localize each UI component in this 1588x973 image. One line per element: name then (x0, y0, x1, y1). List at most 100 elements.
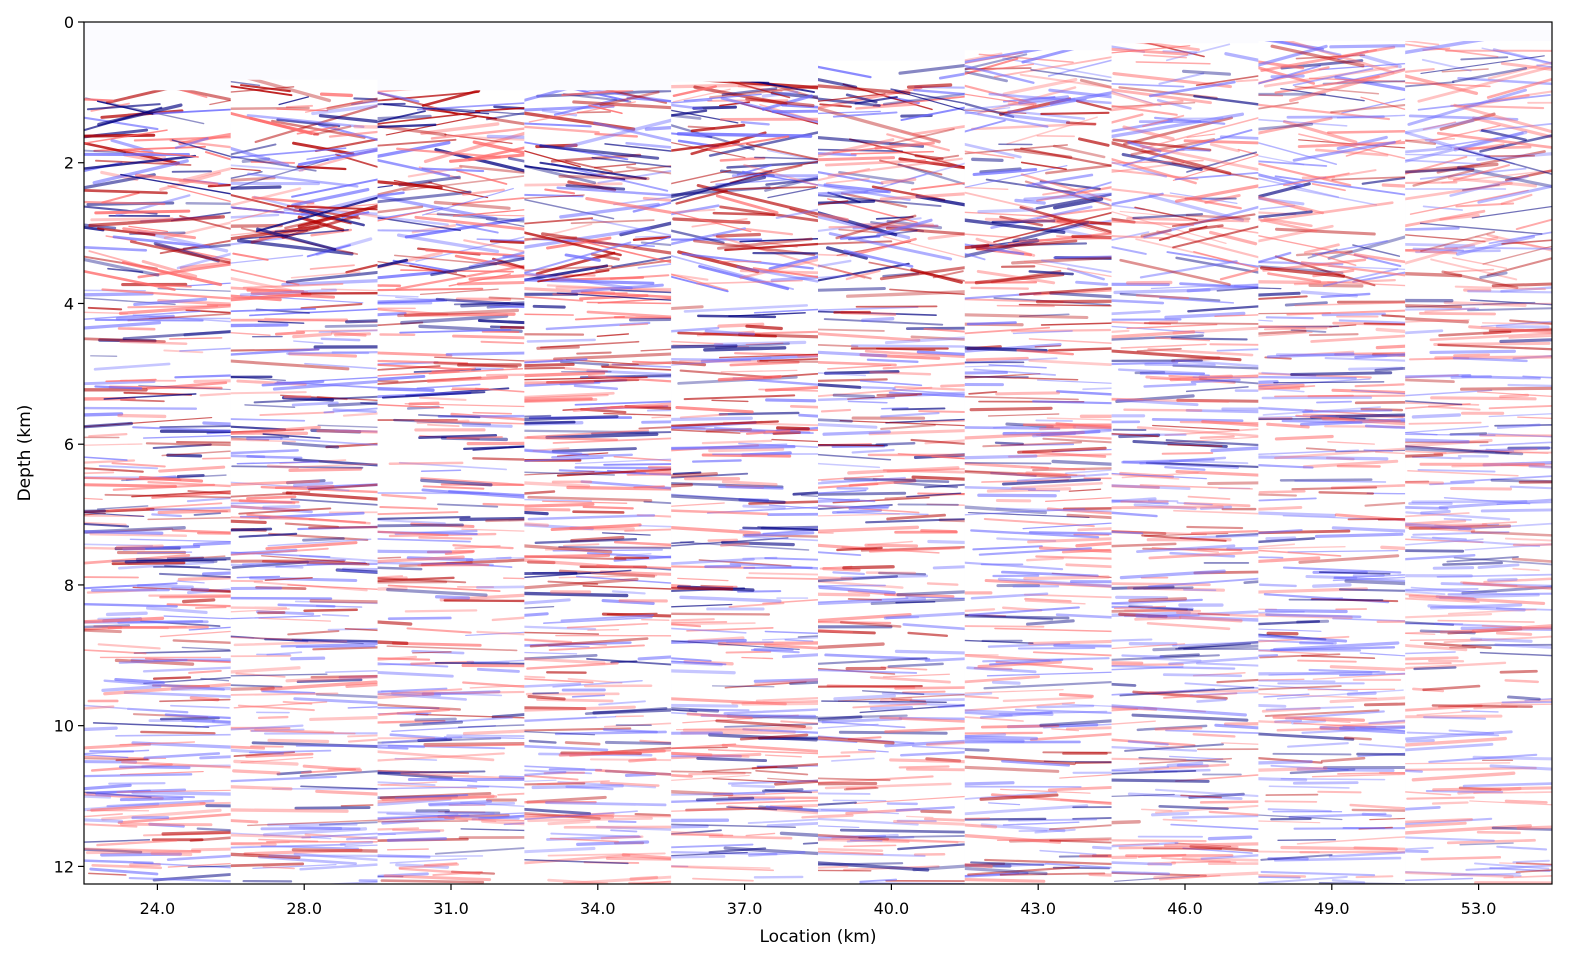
reflector-stroke (1512, 859, 1550, 864)
reflector-stroke (1375, 451, 1406, 455)
reflector-stroke (846, 836, 915, 843)
reflector-stroke (1119, 686, 1255, 697)
reflector-stroke (696, 279, 803, 285)
reflector-stroke (1172, 364, 1259, 370)
reflector-stroke (967, 865, 1080, 876)
reflector-stroke (1308, 77, 1406, 83)
reflector-stroke (524, 675, 546, 679)
reflector-stroke (1405, 329, 1444, 335)
reflector-stroke (117, 620, 204, 624)
reflector-stroke (1122, 125, 1175, 141)
reflector-stroke (536, 345, 580, 350)
reflector-stroke (326, 97, 378, 111)
reflector-stroke (527, 695, 566, 701)
reflector-stroke (1522, 375, 1552, 379)
reflector-stroke (397, 308, 520, 318)
reflector-stroke (1258, 386, 1301, 390)
reflector-stroke (1169, 459, 1249, 465)
reflector-stroke (264, 577, 313, 581)
reflector-stroke (584, 706, 668, 715)
reflector-stroke (818, 200, 849, 206)
reflector-stroke (1487, 61, 1552, 80)
reflector-stroke (1168, 755, 1224, 760)
reflector-stroke (789, 680, 819, 685)
reflector-stroke (1381, 183, 1406, 188)
reflector-stroke (906, 83, 953, 89)
reflector-stroke (1485, 449, 1549, 455)
reflector-stroke (437, 503, 499, 508)
reflector-stroke (230, 307, 317, 313)
reflector-stroke (772, 431, 801, 436)
reflector-stroke (593, 121, 672, 143)
reflector-stroke (404, 403, 525, 408)
reflector-stroke (1329, 324, 1357, 328)
reflector-stroke (230, 439, 296, 443)
reflector-stroke (1002, 77, 1078, 96)
reflector-stroke (298, 147, 378, 172)
reflector-stroke (818, 612, 912, 623)
reflector-stroke (503, 822, 525, 826)
reflector-stroke (1065, 121, 1097, 126)
reflector-stroke (671, 99, 713, 104)
reflector-stroke (377, 91, 480, 102)
reflector-stroke (524, 846, 596, 854)
reflector-stroke (230, 254, 304, 264)
reflector-stroke (671, 669, 736, 675)
reflector-stroke (450, 870, 496, 875)
reflector-stroke (547, 820, 591, 826)
reflector-stroke (698, 264, 790, 291)
reflector-stroke (1368, 419, 1401, 422)
reflector-stroke (377, 750, 495, 762)
reflector-stroke (1173, 509, 1259, 515)
reflector-stroke (254, 728, 335, 734)
reflector-stroke (233, 640, 348, 647)
reflector-stroke (1464, 543, 1552, 551)
reflector-stroke (1422, 684, 1481, 692)
reflector-stroke (1258, 703, 1287, 708)
reflector-stroke (231, 560, 309, 569)
reflector-stroke (587, 629, 620, 631)
reflector-stroke (311, 104, 378, 116)
reflector-stroke (1111, 397, 1144, 401)
reflector-stroke (970, 592, 1049, 600)
reflector-stroke (1311, 183, 1346, 192)
reflector-stroke (1295, 414, 1356, 421)
reflector-stroke (1438, 330, 1512, 337)
reflector-stroke (539, 161, 647, 180)
reflector-stroke (414, 215, 525, 231)
reflector-stroke (1479, 434, 1552, 437)
reflector-stroke (1261, 706, 1321, 713)
reflector-stroke (127, 312, 231, 322)
reflector-stroke (1147, 499, 1179, 503)
reflector-stroke (292, 141, 355, 156)
reflector-stroke (884, 726, 965, 733)
reflector-stroke (1258, 287, 1282, 290)
reflector-stroke (1284, 301, 1328, 307)
reflector-stroke (1114, 875, 1200, 882)
reflector-stroke (776, 426, 810, 431)
reflector-stroke (147, 481, 231, 488)
reflector-stroke (1258, 684, 1359, 692)
reflector-stroke (1348, 366, 1404, 371)
reflector-stroke (1405, 538, 1484, 546)
reflector-stroke (266, 464, 300, 469)
reflector-stroke (1258, 639, 1334, 645)
reflector-stroke (847, 394, 918, 400)
reflector-stroke (818, 585, 896, 595)
reflector-stroke (524, 397, 593, 403)
reflector-stroke (527, 514, 656, 521)
reflector-stroke (1504, 679, 1540, 684)
reflector-stroke (546, 236, 612, 250)
reflector-stroke (1314, 532, 1404, 538)
reflector-stroke (524, 271, 633, 290)
reflector-stroke (1112, 72, 1232, 89)
reflector-stroke (818, 194, 942, 208)
reflector-stroke (353, 124, 378, 129)
reflector-stroke (1045, 164, 1112, 175)
reflector-stroke (1182, 847, 1253, 854)
reflector-stroke (880, 424, 936, 430)
reflector-stroke (1053, 197, 1104, 210)
reflector-stroke (1470, 530, 1552, 537)
reflector-stroke (377, 379, 399, 383)
reflector-stroke (178, 167, 231, 183)
